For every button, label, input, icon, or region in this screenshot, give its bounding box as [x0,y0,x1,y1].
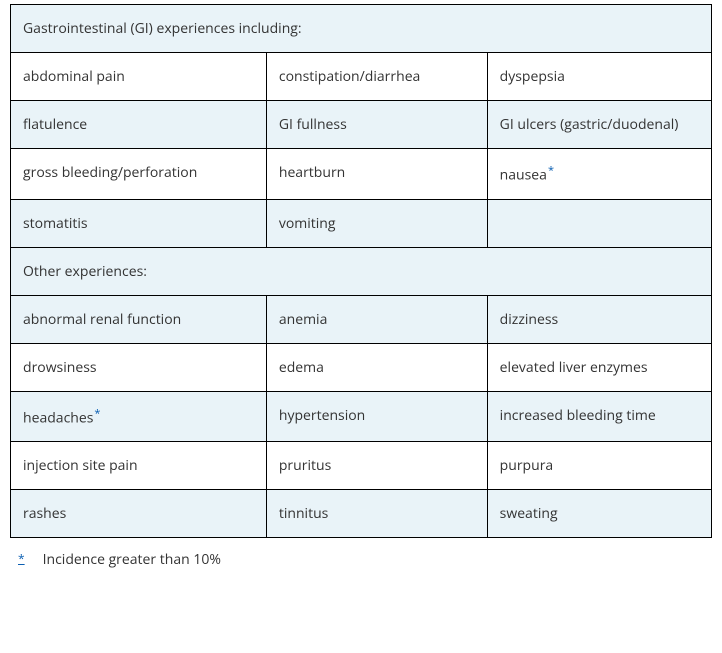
table-cell: tinnitus [266,490,487,538]
footnote: * Incidence greater than 10% [10,538,712,573]
footnote-ref[interactable]: * [547,163,554,178]
table-cell: GI fullness [266,101,487,149]
cell-text: flatulence [23,115,87,134]
table-cell: pruritus [266,442,487,490]
table-cell: stomatitis [11,199,267,247]
table-cell: injection site pain [11,442,267,490]
table-cell: sweating [487,490,711,538]
section-header: Other experiences: [11,247,712,295]
cell-text: injection site pain [23,456,138,475]
cell-text: rashes [23,504,66,523]
section-header: Gastrointestinal (GI) experiences includ… [11,5,712,53]
cell-text: pruritus [279,456,331,475]
adverse-reactions-table: Gastrointestinal (GI) experiences includ… [10,4,712,538]
table-cell: abdominal pain [11,53,267,101]
cell-text: constipation/diarrhea [279,67,420,86]
cell-text: abdominal pain [23,67,125,86]
table-cell: nausea* [487,149,711,200]
cell-text: elevated liver enzymes [500,358,648,377]
cell-text: abnormal renal function [23,310,181,329]
cell-text: gross bleeding/perforation [23,163,197,182]
cell-text: nausea [500,166,547,185]
table-cell: dyspepsia [487,53,711,101]
table-cell: constipation/diarrhea [266,53,487,101]
footnote-text: Incidence greater than 10% [43,550,221,569]
cell-text: dyspepsia [500,67,565,86]
cell-text: hypertension [279,406,365,425]
cell-text: headaches [23,408,93,427]
cell-text: increased bleeding time [500,406,656,425]
footnote-symbol[interactable]: * [18,550,25,567]
cell-text: edema [279,358,324,377]
cell-text: sweating [500,504,558,523]
table-cell: dizziness [487,295,711,343]
footnote-ref[interactable]: * [93,406,100,421]
cell-text: purpura [500,456,554,475]
cell-text: GI fullness [279,115,347,134]
table-cell: hypertension [266,391,487,442]
cell-text: tinnitus [279,504,328,523]
table-cell: edema [266,343,487,391]
cell-text: stomatitis [23,214,88,233]
cell-text: GI ulcers (gastric/duodenal) [500,115,679,134]
cell-text: heartburn [279,163,345,182]
cell-text: drowsiness [23,358,97,377]
table-cell: vomiting [266,199,487,247]
table-cell: rashes [11,490,267,538]
table-cell: purpura [487,442,711,490]
table-cell: flatulence [11,101,267,149]
table-cell: heartburn [266,149,487,200]
table-cell: abnormal renal function [11,295,267,343]
table-cell: anemia [266,295,487,343]
table-cell [487,199,711,247]
table-cell: headaches* [11,391,267,442]
table-cell: drowsiness [11,343,267,391]
cell-text: vomiting [279,214,336,233]
table-cell: increased bleeding time [487,391,711,442]
table-cell: GI ulcers (gastric/duodenal) [487,101,711,149]
table-cell: gross bleeding/perforation [11,149,267,200]
table-cell: elevated liver enzymes [487,343,711,391]
cell-text: dizziness [500,310,559,329]
cell-text: anemia [279,310,328,329]
